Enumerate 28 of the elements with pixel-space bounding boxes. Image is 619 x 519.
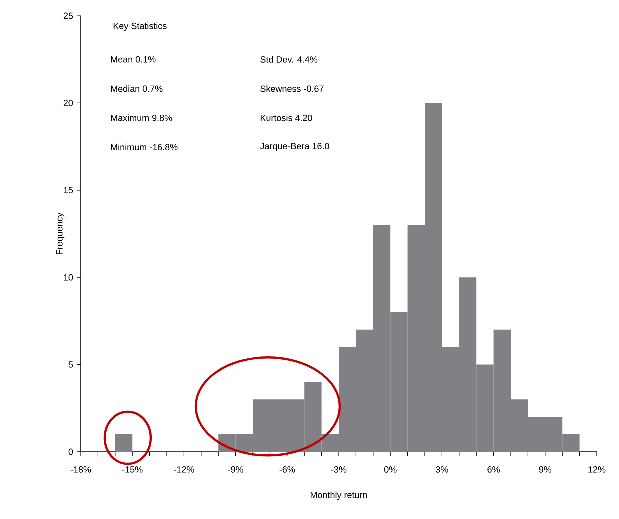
annotation: Minimum -16.8% (111, 144, 178, 151)
y-tick-label: 5 (68, 362, 74, 368)
annotation: Kurtosis 4.20 (260, 114, 312, 122)
x-tick-label: -9% (228, 466, 244, 473)
y-tick-label: 0 (68, 448, 74, 456)
x-tick-label: 6% (488, 466, 500, 473)
annotation: Jarque-Bera 16.0 (260, 143, 330, 152)
y-tick-label: 10 (64, 274, 74, 281)
x-tick-label: 0% (384, 466, 397, 473)
annotation: Maximum 9.8% (111, 114, 172, 122)
x-axis-title: Monthly return (310, 492, 368, 500)
y-tick-label: 25 (64, 12, 74, 20)
y-tick-label: 20 (64, 100, 74, 106)
x-tick-label: -3% (331, 466, 347, 473)
annotation: Median 0.7% (111, 86, 163, 92)
y-tick-label: 15 (64, 187, 74, 194)
x-tick-label: -6% (280, 466, 296, 473)
x-tick-label: -18% (70, 466, 92, 473)
x-tick-label: 12% (588, 466, 606, 473)
y-axis-title: Frequency (56, 212, 65, 255)
x-tick-label: 3% (436, 466, 448, 473)
annotation: Key Statistics (114, 22, 167, 32)
x-tick-label: 9% (539, 466, 552, 473)
annotation: Mean 0.1% (111, 56, 156, 63)
annotation: Std Dev. 4.4% (260, 56, 318, 63)
annotation: Skewness -0.67 (260, 86, 324, 92)
x-tick-label: -12% (174, 466, 194, 473)
x-tick-label: -15% (122, 466, 143, 473)
